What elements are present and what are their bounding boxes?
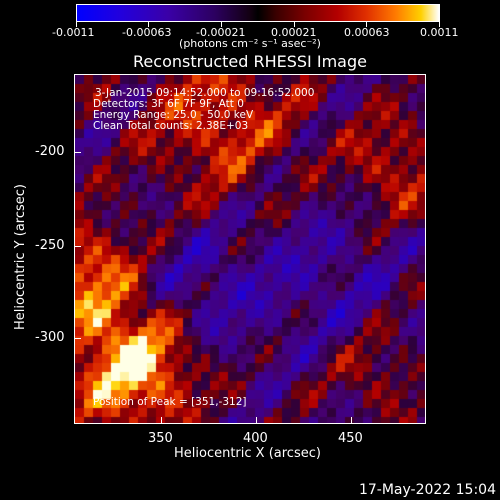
y-tick-label: -200 <box>35 144 65 159</box>
x-tick-mark <box>256 417 257 423</box>
colorbar-tickmark <box>76 22 77 27</box>
colorbar-tick-label: 0.00063 <box>344 26 390 39</box>
x-tick-mark <box>161 417 162 423</box>
colorbar <box>76 4 440 22</box>
x-tick-label: 450 <box>338 431 363 446</box>
colorbar-tick-label: 0.00021 <box>271 26 317 39</box>
info-line-counts: Clean Total counts: 2.38E+03 <box>93 120 249 132</box>
y-tick-label: -300 <box>35 330 65 345</box>
plot-title: Reconstructed RHESSI Image <box>133 52 367 71</box>
y-axis-title: Heliocentric Y (arcsec) <box>13 184 28 330</box>
colorbar-tick-label: 0.0011 <box>420 26 459 39</box>
x-tick-label: 350 <box>148 431 173 446</box>
x-tick-label: 400 <box>243 431 268 446</box>
colorbar-tickmark <box>439 22 440 27</box>
info-line-detectors: Detectors: 3F 6F 7F 9F, Att 0 <box>93 98 244 110</box>
info-line-energy: Energy Range: 25.0 - 50.0 keV <box>93 109 254 121</box>
y-tick-mark <box>75 152 81 153</box>
info-line-time: 3-Jan-2015 09:14:52.000 to 09:16:52.000 <box>95 87 315 99</box>
colorbar-tick-label: -0.00063 <box>122 26 172 39</box>
colorbar-units: (photons cm⁻² s⁻¹ asec⁻²) <box>179 37 321 50</box>
colorbar-tickmark <box>148 22 149 27</box>
y-tick-mark <box>75 246 81 247</box>
image-plot-area: 3-Jan-2015 09:14:52.000 to 09:16:52.000 … <box>74 74 426 424</box>
colorbar-tick-label: -0.0011 <box>52 26 95 39</box>
x-axis-title: Heliocentric X (arcsec) <box>174 446 321 461</box>
y-tick-mark <box>75 338 81 339</box>
y-tick-label: -250 <box>35 238 65 253</box>
colorbar-gradient <box>77 5 439 21</box>
peak-position: Position of Peak = [351,-312] <box>93 396 247 408</box>
colorbar-tickmark <box>221 22 222 27</box>
colorbar-tickmark <box>366 22 367 27</box>
colorbar-tickmark <box>294 22 295 27</box>
rhessi-image-map <box>75 75 425 423</box>
plot-timestamp: 17-May-2022 15:04 <box>358 482 496 498</box>
colorbar-tick-label: -0.00021 <box>196 26 246 39</box>
x-tick-mark <box>351 417 352 423</box>
